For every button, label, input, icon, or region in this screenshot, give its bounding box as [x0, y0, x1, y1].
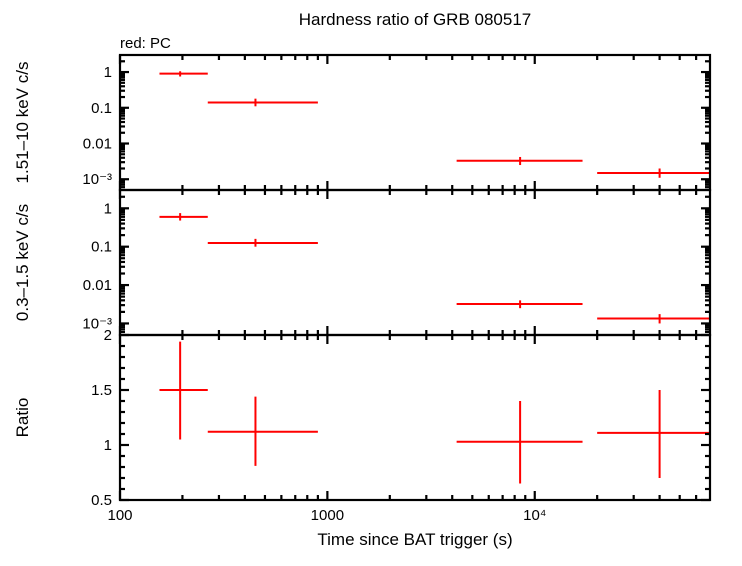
y-axis-label: 1.51–10 keV c/s: [13, 62, 32, 184]
x-axis-label: Time since BAT trigger (s): [317, 530, 512, 549]
svg-text:1000: 1000: [311, 507, 344, 524]
svg-text:10⁻³: 10⁻³: [82, 171, 112, 188]
hardness-ratio-chart: Hardness ratio of GRB 080517 red: PC 10⁻³ 0…: [0, 0, 742, 566]
y-axis-label: 0.3–1.5 keV c/s: [13, 204, 32, 321]
chart-svg: Hardness ratio of GRB 080517 red: PC 10⁻³ 0…: [0, 0, 742, 566]
svg-text:10⁴: 10⁴: [523, 507, 546, 524]
svg-text:1: 1: [104, 437, 112, 454]
svg-text:100: 100: [107, 507, 132, 524]
svg-text:1.5: 1.5: [91, 382, 112, 399]
y-axis-label: Ratio: [13, 398, 32, 438]
svg-text:1: 1: [104, 64, 112, 81]
svg-text:0.1: 0.1: [91, 239, 112, 256]
svg-text:1: 1: [104, 200, 112, 217]
legend-text: red: PC: [120, 35, 171, 52]
svg-text:0.01: 0.01: [83, 136, 112, 153]
svg-text:0.01: 0.01: [83, 277, 112, 294]
chart-title: Hardness ratio of GRB 080517: [299, 10, 531, 29]
svg-text:0.1: 0.1: [91, 100, 112, 117]
svg-text:0.5: 0.5: [91, 492, 112, 509]
svg-text:2: 2: [104, 327, 112, 344]
